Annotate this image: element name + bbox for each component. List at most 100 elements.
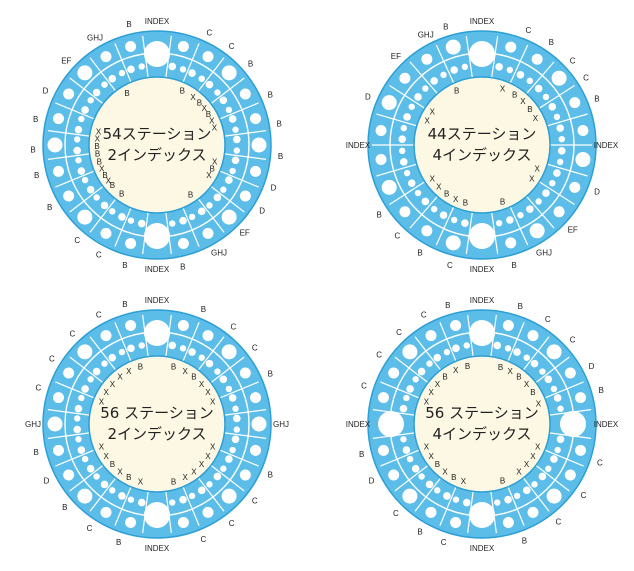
station-hole [239, 367, 251, 379]
station-hole [535, 198, 542, 205]
station-hole [179, 216, 187, 225]
segment-divider [182, 207, 200, 247]
station-hole [425, 506, 437, 518]
segment-divider [389, 85, 426, 109]
inner-station-label: X [461, 477, 467, 486]
station-hole [63, 190, 75, 202]
inner-station-label: X [205, 452, 211, 461]
station-hole [137, 219, 146, 228]
station-hole [63, 469, 75, 481]
station-hole [206, 481, 213, 488]
dial-title-3-line2: 2インデックス [107, 425, 207, 443]
segment-divider [47, 432, 90, 439]
segment-divider [219, 449, 259, 467]
segment-divider [507, 322, 525, 362]
outer-station-label: B [377, 210, 382, 219]
segment-divider [182, 486, 200, 526]
inner-station-label: B [191, 373, 196, 382]
station-hole [74, 125, 83, 134]
inner-station-label: X [536, 399, 542, 408]
station-hole [188, 492, 196, 500]
outer-station-label: B [278, 152, 283, 161]
station-hole [250, 392, 262, 404]
inner-station-label: X [533, 114, 539, 123]
outer-station-label: INDEX [594, 420, 619, 429]
outer-station-label: B [248, 60, 253, 69]
station-hole [221, 344, 237, 360]
segment-divider [414, 336, 442, 371]
segment-divider [55, 449, 95, 467]
station-hole [233, 414, 241, 423]
station-hole [197, 486, 206, 495]
outer-station-label: C [583, 73, 589, 82]
station-hole [177, 517, 189, 529]
station-hole [47, 416, 63, 432]
inner-station-label: X [535, 164, 541, 173]
station-hole [93, 194, 100, 201]
station-hole [239, 190, 251, 202]
inner-station-label: X [110, 380, 116, 389]
segment-divider [547, 113, 588, 127]
inner-station-label: B [171, 478, 176, 487]
station-hole [407, 179, 416, 188]
index-station-hole [144, 320, 170, 346]
station-hole [75, 157, 82, 164]
turret-dial: INDEXBCCDBINDEXCCCBINDEXCBCDBINDEXCCCCBB… [346, 296, 619, 553]
inner-station-label: X [199, 380, 205, 389]
inner-station-label: B [444, 190, 449, 199]
station-hole [231, 156, 240, 165]
station-hole [402, 446, 411, 454]
segment-divider [47, 130, 90, 137]
station-hole [434, 487, 441, 494]
outer-station-label: B [34, 171, 39, 180]
station-hole [553, 113, 561, 121]
outer-station-label: B [549, 38, 554, 47]
station-hole [450, 319, 462, 331]
outer-station-label: B [594, 95, 599, 104]
inner-station-label: B [435, 460, 440, 469]
station-hole [52, 165, 64, 177]
station-hole [430, 77, 438, 85]
station-hole [440, 71, 447, 79]
station-hole [388, 469, 400, 481]
inner-station-label: B [465, 362, 470, 371]
inner-station-label: X [210, 398, 216, 407]
segment-divider [197, 57, 225, 92]
segment-divider [376, 113, 417, 127]
outer-station-label: INDEX [145, 296, 170, 305]
station-hole [109, 208, 116, 215]
station-hole [461, 63, 469, 71]
inner-station-label: X [500, 85, 506, 94]
station-hole [545, 465, 552, 472]
inner-station-label: X [424, 398, 430, 407]
station-hole [86, 185, 95, 194]
outer-station-label: D [369, 476, 375, 485]
inner-station-label: X [435, 380, 441, 389]
segment-divider [507, 486, 525, 526]
station-hole [177, 238, 189, 250]
station-hole [229, 446, 236, 454]
station-hole [505, 237, 517, 249]
inner-station-label: X [202, 104, 208, 113]
station-hole [421, 225, 433, 237]
outer-station-label: INDEX [470, 265, 495, 274]
station-hole [87, 97, 94, 104]
station-hole [452, 344, 460, 353]
segment-divider [389, 181, 426, 205]
outer-station-label: C [555, 518, 561, 527]
outer-station-label: B [522, 537, 527, 546]
station-hole [450, 517, 462, 529]
segment-divider [394, 356, 429, 384]
segment-divider [219, 170, 259, 188]
segment-divider [55, 102, 95, 120]
inner-station-label: B [500, 197, 505, 206]
inner-station-label: X [126, 367, 132, 376]
inner-station-label: X [205, 388, 211, 397]
station-hole [526, 77, 534, 85]
station-hole [127, 344, 135, 353]
station-hole [538, 472, 547, 481]
outer-station-label: C [229, 42, 235, 51]
inner-station-label: X [428, 452, 434, 461]
station-hole [505, 41, 517, 53]
station-hole [63, 367, 75, 379]
